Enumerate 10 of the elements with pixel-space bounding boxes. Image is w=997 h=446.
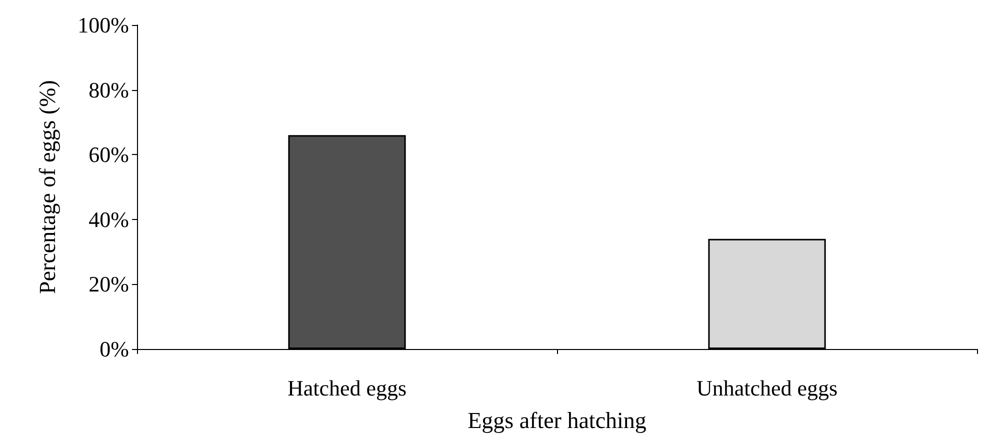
y-axis-title: Percentage of eggs (%) xyxy=(35,80,60,294)
y-tick-label: 60% xyxy=(88,142,129,168)
y-tick-label: 20% xyxy=(88,272,129,297)
y-tick-label: 0% xyxy=(100,336,129,362)
y-tick-label: 80% xyxy=(88,77,129,102)
x-tick-label: Hatched eggs xyxy=(287,376,407,400)
x-axis-title: Eggs after hatching xyxy=(468,408,647,433)
x-tick-label: Unhatched eggs xyxy=(696,376,838,400)
y-tick-label: 100% xyxy=(78,12,129,38)
y-tick-label: 40% xyxy=(88,206,129,232)
